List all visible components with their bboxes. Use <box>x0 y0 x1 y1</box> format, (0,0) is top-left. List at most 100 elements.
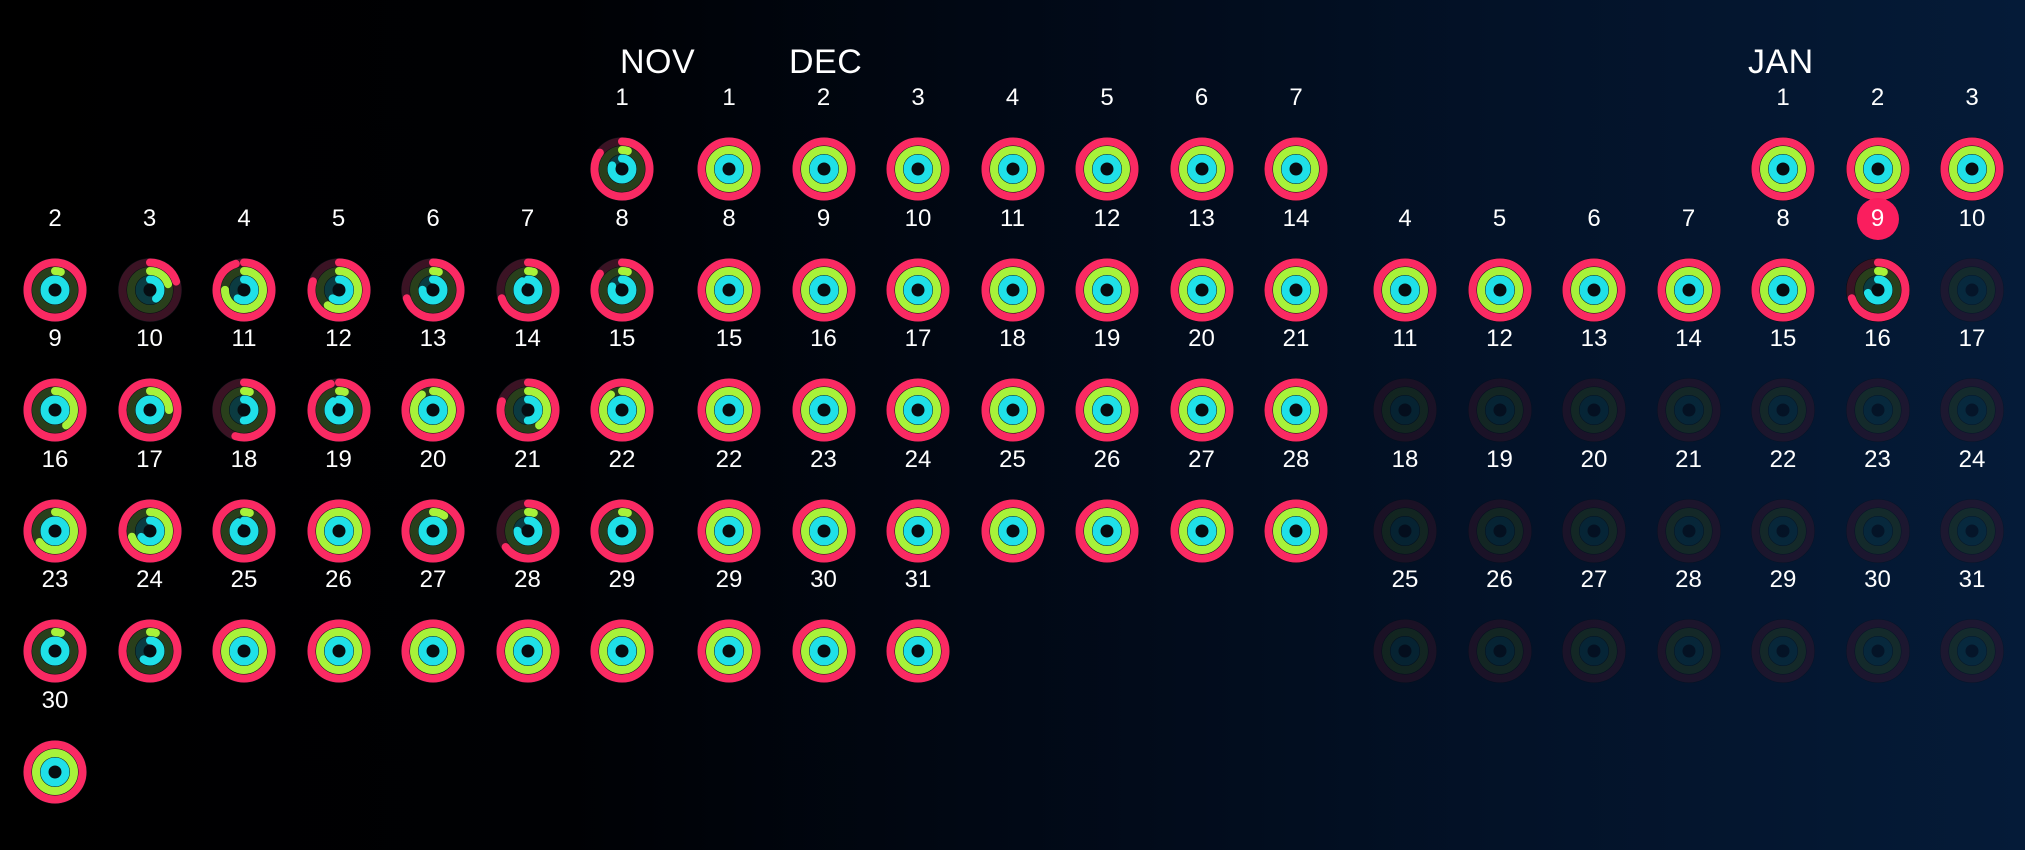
day-number[interactable]: 27 <box>1580 566 1608 593</box>
day-number[interactable]: 25 <box>1391 566 1419 593</box>
day-number[interactable]: 26 <box>1486 566 1513 593</box>
day-number[interactable]: 12 <box>1486 325 1513 352</box>
activity-ring-jan-9[interactable] <box>1845 257 1911 323</box>
activity-ring-nov-12[interactable] <box>306 377 372 443</box>
activity-ring-nov-18[interactable] <box>211 498 277 564</box>
day-number[interactable]: 16 <box>1864 325 1891 352</box>
activity-ring-nov-29[interactable] <box>589 618 655 684</box>
activity-ring-jan-14[interactable] <box>1656 377 1722 443</box>
activity-ring-nov-10[interactable] <box>117 377 183 443</box>
day-number[interactable]: 26 <box>325 566 352 593</box>
activity-ring-jan-19[interactable] <box>1467 498 1533 564</box>
day-number[interactable]: 9 <box>48 325 62 352</box>
activity-ring-jan-1[interactable] <box>1750 136 1816 202</box>
activity-ring-dec-30[interactable] <box>791 618 857 684</box>
activity-ring-dec-17[interactable] <box>885 377 951 443</box>
activity-ring-dec-13[interactable] <box>1169 257 1235 323</box>
activity-ring-dec-23[interactable] <box>791 498 857 564</box>
activity-ring-dec-29[interactable] <box>696 618 762 684</box>
activity-ring-dec-8[interactable] <box>696 257 762 323</box>
activity-ring-nov-11[interactable] <box>211 377 277 443</box>
day-number[interactable]: 16 <box>810 325 837 352</box>
day-number[interactable]: 4 <box>1005 84 1020 111</box>
day-number[interactable]: 26 <box>1093 445 1121 473</box>
activity-ring-nov-4[interactable] <box>211 257 277 323</box>
day-number[interactable]: 12 <box>1093 204 1121 232</box>
activity-ring-dec-20[interactable] <box>1169 377 1235 443</box>
day-number[interactable]: 23 <box>810 445 837 473</box>
today-badge[interactable]: 9 <box>1856 197 1899 240</box>
day-number[interactable]: 13 <box>419 325 447 352</box>
day-number[interactable]: 3 <box>1965 84 1979 111</box>
day-number[interactable]: 19 <box>1486 445 1513 473</box>
day-number[interactable]: 30 <box>1864 566 1891 593</box>
activity-ring-jan-12[interactable] <box>1467 377 1533 443</box>
day-number[interactable]: 29 <box>1769 566 1797 593</box>
activity-ring-jan-5[interactable] <box>1467 257 1533 323</box>
day-number[interactable]: 8 <box>722 204 736 232</box>
activity-ring-jan-10[interactable] <box>1939 257 2005 323</box>
activity-ring-jan-15[interactable] <box>1750 377 1816 443</box>
day-number[interactable]: 15 <box>1769 325 1797 352</box>
day-number[interactable]: 4 <box>1398 204 1412 232</box>
activity-ring-jan-21[interactable] <box>1656 498 1722 564</box>
activity-ring-nov-28[interactable] <box>495 618 561 684</box>
activity-ring-jan-8[interactable] <box>1750 257 1816 323</box>
activity-ring-nov-16[interactable] <box>22 498 88 564</box>
activity-ring-nov-27[interactable] <box>400 618 466 684</box>
activity-ring-nov-15[interactable] <box>589 377 655 443</box>
activity-ring-nov-26[interactable] <box>306 618 372 684</box>
day-number[interactable]: 6 <box>1194 84 1209 111</box>
day-number[interactable]: 25 <box>999 445 1026 473</box>
activity-ring-dec-14[interactable] <box>1263 257 1329 323</box>
day-number[interactable]: 18 <box>999 325 1026 352</box>
day-number[interactable]: 6 <box>426 204 440 232</box>
activity-ring-dec-19[interactable] <box>1074 377 1140 443</box>
day-number[interactable]: 27 <box>419 566 447 593</box>
activity-ring-dec-4[interactable] <box>980 136 1046 202</box>
activity-ring-jan-29[interactable] <box>1750 618 1816 684</box>
activity-ring-dec-22[interactable] <box>696 498 762 564</box>
activity-ring-jan-13[interactable] <box>1561 377 1627 443</box>
day-number[interactable]: 20 <box>419 445 447 473</box>
activity-ring-dec-25[interactable] <box>980 498 1046 564</box>
activity-ring-jan-6[interactable] <box>1561 257 1627 323</box>
activity-ring-nov-7[interactable] <box>495 257 561 323</box>
activity-ring-jan-20[interactable] <box>1561 498 1627 564</box>
activity-ring-dec-26[interactable] <box>1074 498 1140 564</box>
activity-ring-jan-28[interactable] <box>1656 618 1722 684</box>
day-number[interactable]: 17 <box>136 445 163 473</box>
activity-ring-jan-24[interactable] <box>1939 498 2005 564</box>
day-number[interactable]: 17 <box>904 325 932 352</box>
day-number[interactable]: 3 <box>911 84 925 111</box>
day-number[interactable]: 13 <box>1580 325 1608 352</box>
activity-ring-dec-12[interactable] <box>1074 257 1140 323</box>
activity-ring-jan-3[interactable] <box>1939 136 2005 202</box>
activity-ring-nov-14[interactable] <box>495 377 561 443</box>
activity-ring-jan-31[interactable] <box>1939 618 2005 684</box>
day-number[interactable]: 5 <box>1100 84 1114 111</box>
activity-ring-nov-25[interactable] <box>211 618 277 684</box>
day-number[interactable]: 28 <box>514 566 541 593</box>
day-number[interactable]: 24 <box>904 445 932 473</box>
day-number[interactable]: 22 <box>608 445 636 473</box>
activity-ring-dec-11[interactable] <box>980 257 1046 323</box>
activity-ring-jan-11[interactable] <box>1372 377 1438 443</box>
activity-ring-dec-9[interactable] <box>791 257 857 323</box>
day-number[interactable]: 30 <box>41 686 69 714</box>
day-number[interactable]: 10 <box>1958 204 1986 232</box>
activity-ring-jan-4[interactable] <box>1372 257 1438 323</box>
day-number[interactable]: 3 <box>142 204 157 232</box>
day-number[interactable]: 29 <box>715 566 743 593</box>
day-number[interactable]: 24 <box>136 566 163 593</box>
activity-ring-dec-27[interactable] <box>1169 498 1235 564</box>
day-number[interactable]: 6 <box>1587 204 1601 232</box>
activity-ring-nov-6[interactable] <box>400 257 466 323</box>
day-number[interactable]: 25 <box>230 566 258 593</box>
activity-ring-nov-8[interactable] <box>589 257 655 323</box>
day-number[interactable]: 14 <box>1282 204 1310 232</box>
day-number[interactable]: 2 <box>48 204 62 232</box>
day-number[interactable]: 18 <box>1391 445 1419 473</box>
day-number[interactable]: 4 <box>237 204 251 232</box>
activity-ring-nov-22[interactable] <box>589 498 655 564</box>
